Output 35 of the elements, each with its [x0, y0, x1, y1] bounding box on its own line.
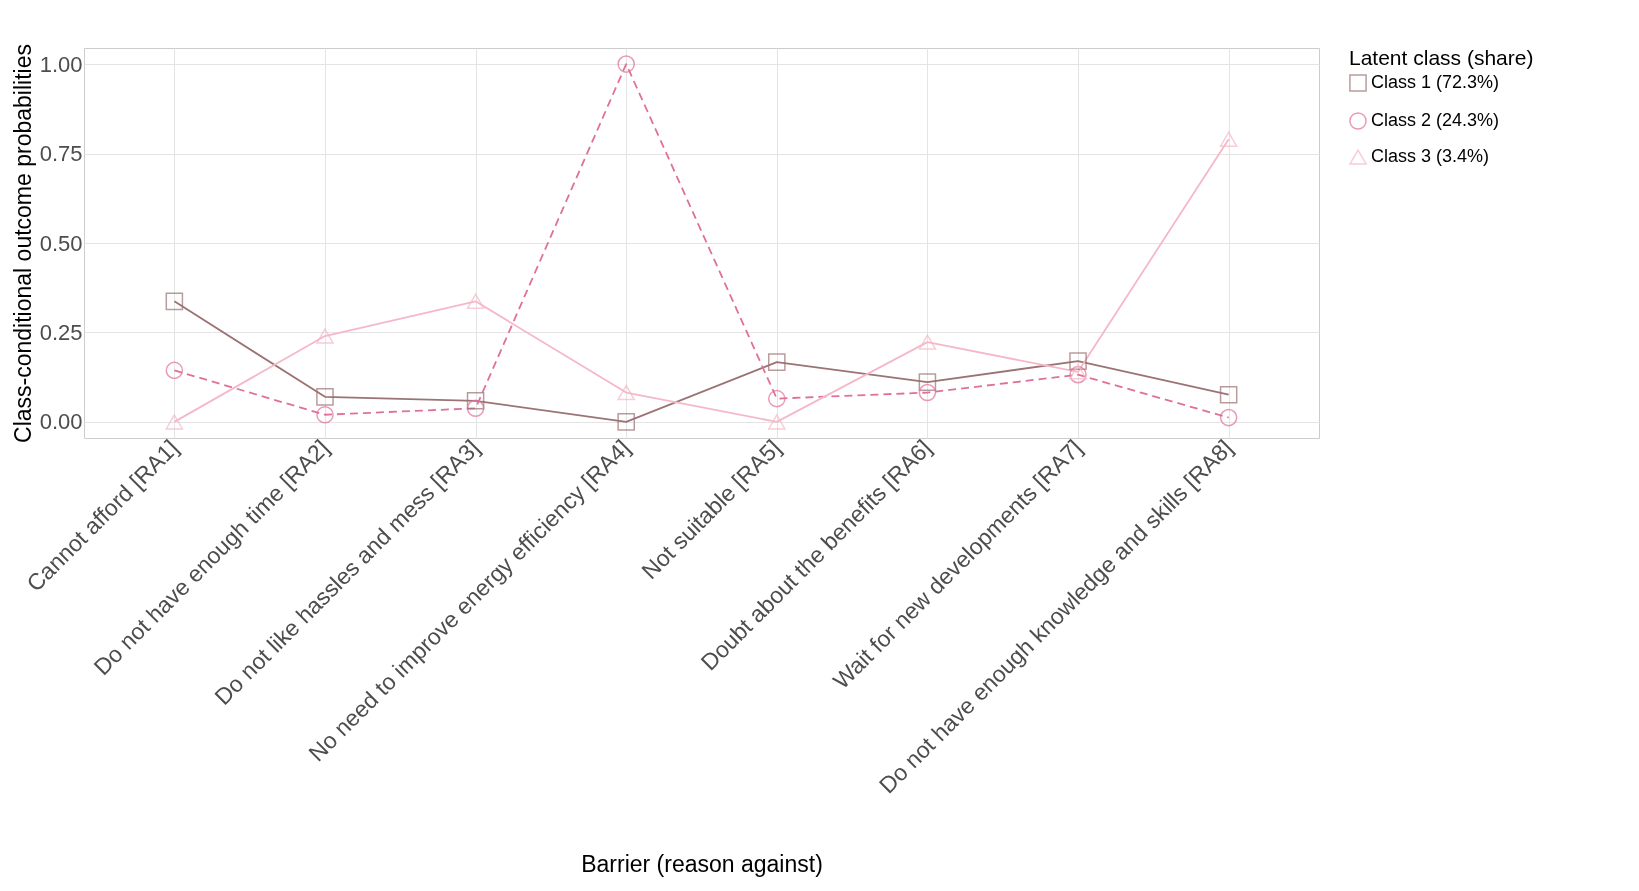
- point: [1069, 365, 1087, 384]
- point: [466, 399, 485, 418]
- legend-title: Latent class (share): [1349, 46, 1534, 69]
- y-tick-label: 0.25: [39, 319, 83, 345]
- point: [165, 361, 184, 380]
- point: [767, 353, 786, 371]
- legend-label: Class 2 (24.3%): [1371, 110, 1500, 130]
- point: [1219, 131, 1238, 147]
- point: [617, 413, 636, 431]
- point: [316, 405, 334, 424]
- point: [165, 292, 184, 311]
- point: [1069, 364, 1087, 380]
- point: [767, 414, 786, 430]
- point: [466, 391, 485, 410]
- point: [316, 328, 334, 344]
- point: [1219, 408, 1238, 427]
- point: [316, 388, 334, 406]
- x-axis-title: Barrier (reason against): [581, 850, 823, 877]
- point: [466, 293, 485, 310]
- y-tick-label: 0.00: [39, 409, 83, 435]
- point: [1219, 385, 1238, 404]
- point: [918, 383, 937, 402]
- legend-label: Class 1 (72.3%): [1371, 72, 1500, 92]
- point: [165, 414, 184, 430]
- point: [767, 389, 786, 408]
- legend-label: Class 3 (3.4%): [1371, 146, 1490, 166]
- y-tick-label: 0.75: [39, 141, 83, 167]
- y-tick-label: 1.00: [39, 51, 83, 77]
- point: [617, 55, 636, 73]
- point: [918, 334, 937, 350]
- point: [918, 373, 937, 391]
- y-tick-label: 0.50: [39, 230, 83, 256]
- point: [1069, 352, 1087, 370]
- y-axis-title: Class-conditional outcome probabilities: [9, 44, 36, 443]
- point: [617, 384, 636, 401]
